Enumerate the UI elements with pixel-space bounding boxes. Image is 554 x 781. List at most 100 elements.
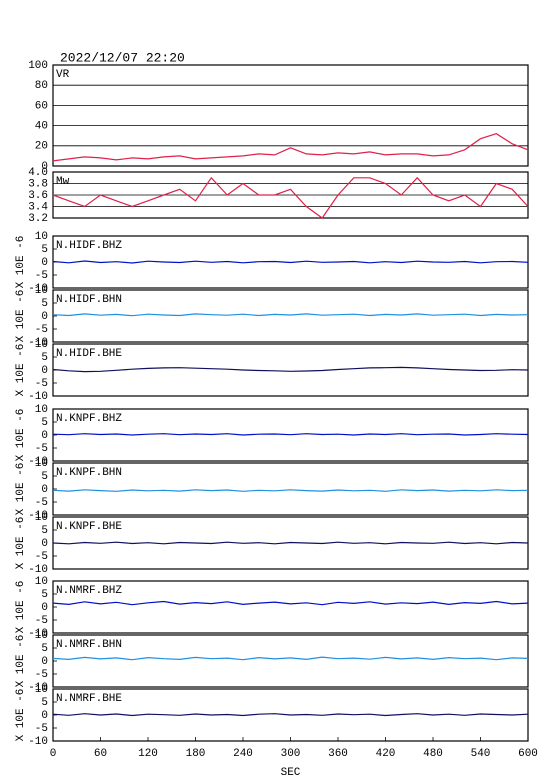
y-tick-label: 4.0 (28, 167, 48, 179)
y-axis-label: X 10E -6 (15, 635, 27, 688)
y-tick-label: 5 (41, 589, 48, 601)
y-axis-label: X 10E -6 (15, 581, 27, 634)
y-tick-label: 10 (35, 512, 48, 524)
y-tick-label: 3.2 (28, 213, 48, 225)
y-tick-label: -5 (35, 615, 48, 627)
series-line (52, 260, 529, 264)
series-line (52, 176, 529, 219)
y-tick-label: -5 (35, 497, 48, 509)
y-tick-label: 0 (41, 602, 48, 614)
y-tick-label: 60 (35, 100, 48, 112)
y-tick-label: 0 (41, 161, 48, 173)
y-axis-label: X 10E -6 (15, 290, 27, 343)
y-tick-label: -5 (35, 723, 48, 735)
x-tick-label: 240 (233, 748, 253, 760)
panel-label: Mw (56, 176, 70, 188)
y-tick-label: 0 (41, 484, 48, 496)
y-tick-label: 10 (35, 339, 48, 351)
y-tick-label: -10 (28, 736, 48, 748)
x-axis-label: SEC (281, 767, 301, 779)
y-tick-label: 5 (41, 697, 48, 709)
panel-frame (52, 462, 529, 516)
y-tick-label: 10 (35, 458, 48, 470)
y-tick-label: 10 (35, 576, 48, 588)
y-tick-label: -10 (28, 391, 48, 403)
y-tick-label: 0 (41, 365, 48, 377)
y-tick-label: 5 (41, 244, 48, 256)
series-line (52, 541, 529, 545)
panel-frame (52, 634, 529, 688)
chart-title: 2022/12/07 22:20 (60, 50, 185, 65)
panel-frame (52, 580, 529, 634)
y-tick-label: -10 (28, 283, 48, 295)
x-tick-label: 420 (376, 748, 396, 760)
y-tick-label: 5 (41, 298, 48, 310)
series-line (52, 656, 529, 661)
y-axis-label: X 10E -6 (15, 517, 27, 570)
x-tick-label: 360 (328, 748, 348, 760)
panel-label: N.HIDF.BHE (56, 348, 122, 360)
y-tick-label: 5 (41, 525, 48, 537)
panel-label: N.KNPF.BHZ (56, 413, 122, 425)
y-tick-label: -10 (28, 510, 48, 522)
y-tick-label: 20 (35, 141, 48, 153)
x-tick-label: 120 (138, 748, 158, 760)
y-tick-label: 0 (41, 430, 48, 442)
y-axis-label: X 10E -6 (15, 409, 27, 462)
y-tick-label: -10 (28, 456, 48, 468)
y-tick-label: 40 (35, 121, 48, 133)
panel-label: N.KNPF.BHN (56, 467, 122, 479)
series-line (52, 600, 529, 606)
y-axis-label: X 10E -6 (15, 344, 27, 397)
x-tick-label: 180 (186, 748, 206, 760)
y-tick-label: 3.6 (28, 190, 48, 202)
y-tick-label: -10 (28, 337, 48, 349)
y-tick-label: -5 (35, 378, 48, 390)
y-tick-label: -5 (35, 551, 48, 563)
y-tick-label: 10 (35, 231, 48, 243)
series-line (52, 433, 529, 436)
y-tick-label: 0 (41, 311, 48, 323)
y-tick-label: -10 (28, 628, 48, 640)
y-tick-label: 0 (41, 257, 48, 269)
y-tick-label: 5 (41, 471, 48, 483)
y-tick-label: 5 (41, 643, 48, 655)
y-tick-label: 5 (41, 352, 48, 364)
y-tick-label: 100 (28, 60, 48, 72)
y-tick-label: -5 (35, 270, 48, 282)
panel-label: N.HIDF.BHZ (56, 240, 122, 252)
x-tick-label: 60 (94, 748, 107, 760)
x-tick-label: 480 (423, 748, 443, 760)
y-tick-label: 5 (41, 417, 48, 429)
panel-label: N.KNPF.BHE (56, 521, 122, 533)
y-tick-label: 3.4 (28, 201, 48, 213)
y-tick-label: 80 (35, 80, 48, 92)
y-axis-label: X 10E -6 (15, 689, 27, 742)
y-tick-label: -10 (28, 682, 48, 694)
series-line (52, 366, 529, 373)
y-tick-label: -5 (35, 669, 48, 681)
panel-label: N.NMRF.BHN (56, 639, 122, 651)
y-tick-label: 10 (35, 630, 48, 642)
x-tick-label: 0 (50, 748, 57, 760)
panel-label: N.NMRF.BHZ (56, 585, 122, 597)
y-tick-label: 10 (35, 285, 48, 297)
y-tick-label: 3.8 (28, 178, 48, 190)
y-tick-label: 0 (41, 656, 48, 668)
x-tick-label: 600 (518, 748, 538, 760)
y-tick-label: 0 (41, 710, 48, 722)
panel-label: N.HIDF.BHN (56, 294, 122, 306)
series-line (52, 713, 529, 717)
y-tick-label: -5 (35, 324, 48, 336)
series-line (52, 313, 529, 317)
y-tick-label: 10 (35, 684, 48, 696)
y-tick-label: 0 (41, 538, 48, 550)
y-axis-label: X 10E -6 (15, 463, 27, 516)
panel-label: VR (56, 69, 70, 81)
y-tick-label: -10 (28, 564, 48, 576)
panel-frame (52, 289, 529, 343)
x-tick-label: 300 (281, 748, 301, 760)
y-axis-label: X 10E -6 (15, 236, 27, 289)
series-line (52, 489, 529, 492)
